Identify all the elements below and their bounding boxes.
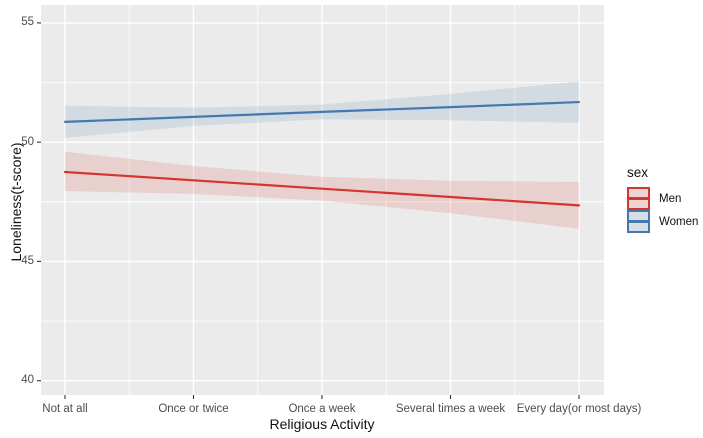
legend-label-men: Men: [659, 192, 682, 205]
legend-title: sex: [627, 165, 649, 180]
y-tick-label: 40: [21, 374, 34, 387]
legend-item-women: Women: [627, 210, 703, 233]
x-tick-label: Once a week: [288, 403, 356, 415]
x-tick-label: Several times a week: [395, 403, 506, 415]
x-tick-label: Every day(or most days): [516, 403, 642, 415]
women-legend-key-icon: [627, 210, 650, 233]
men-legend-key-icon: [627, 187, 650, 210]
women-trend-line: [63, 100, 581, 123]
legend-item-men: Men: [627, 187, 703, 210]
x-axis-title: Religious Activity: [269, 416, 375, 432]
legend: sex Men Women: [627, 165, 703, 233]
x-tick-label: Not at all: [42, 403, 88, 415]
legend-label-women: Women: [659, 215, 699, 228]
x-tick-label: Once or twice: [158, 403, 229, 415]
women-confidence-band: [65, 81, 579, 138]
men-confidence-band: [65, 151, 579, 229]
men-trend-line: [63, 170, 581, 207]
y-tick-label: 50: [21, 135, 34, 148]
y-tick-label: 45: [21, 254, 34, 267]
y-tick-label: 55: [21, 16, 34, 29]
y-axis-title: Loneliness(t-score): [8, 142, 24, 262]
